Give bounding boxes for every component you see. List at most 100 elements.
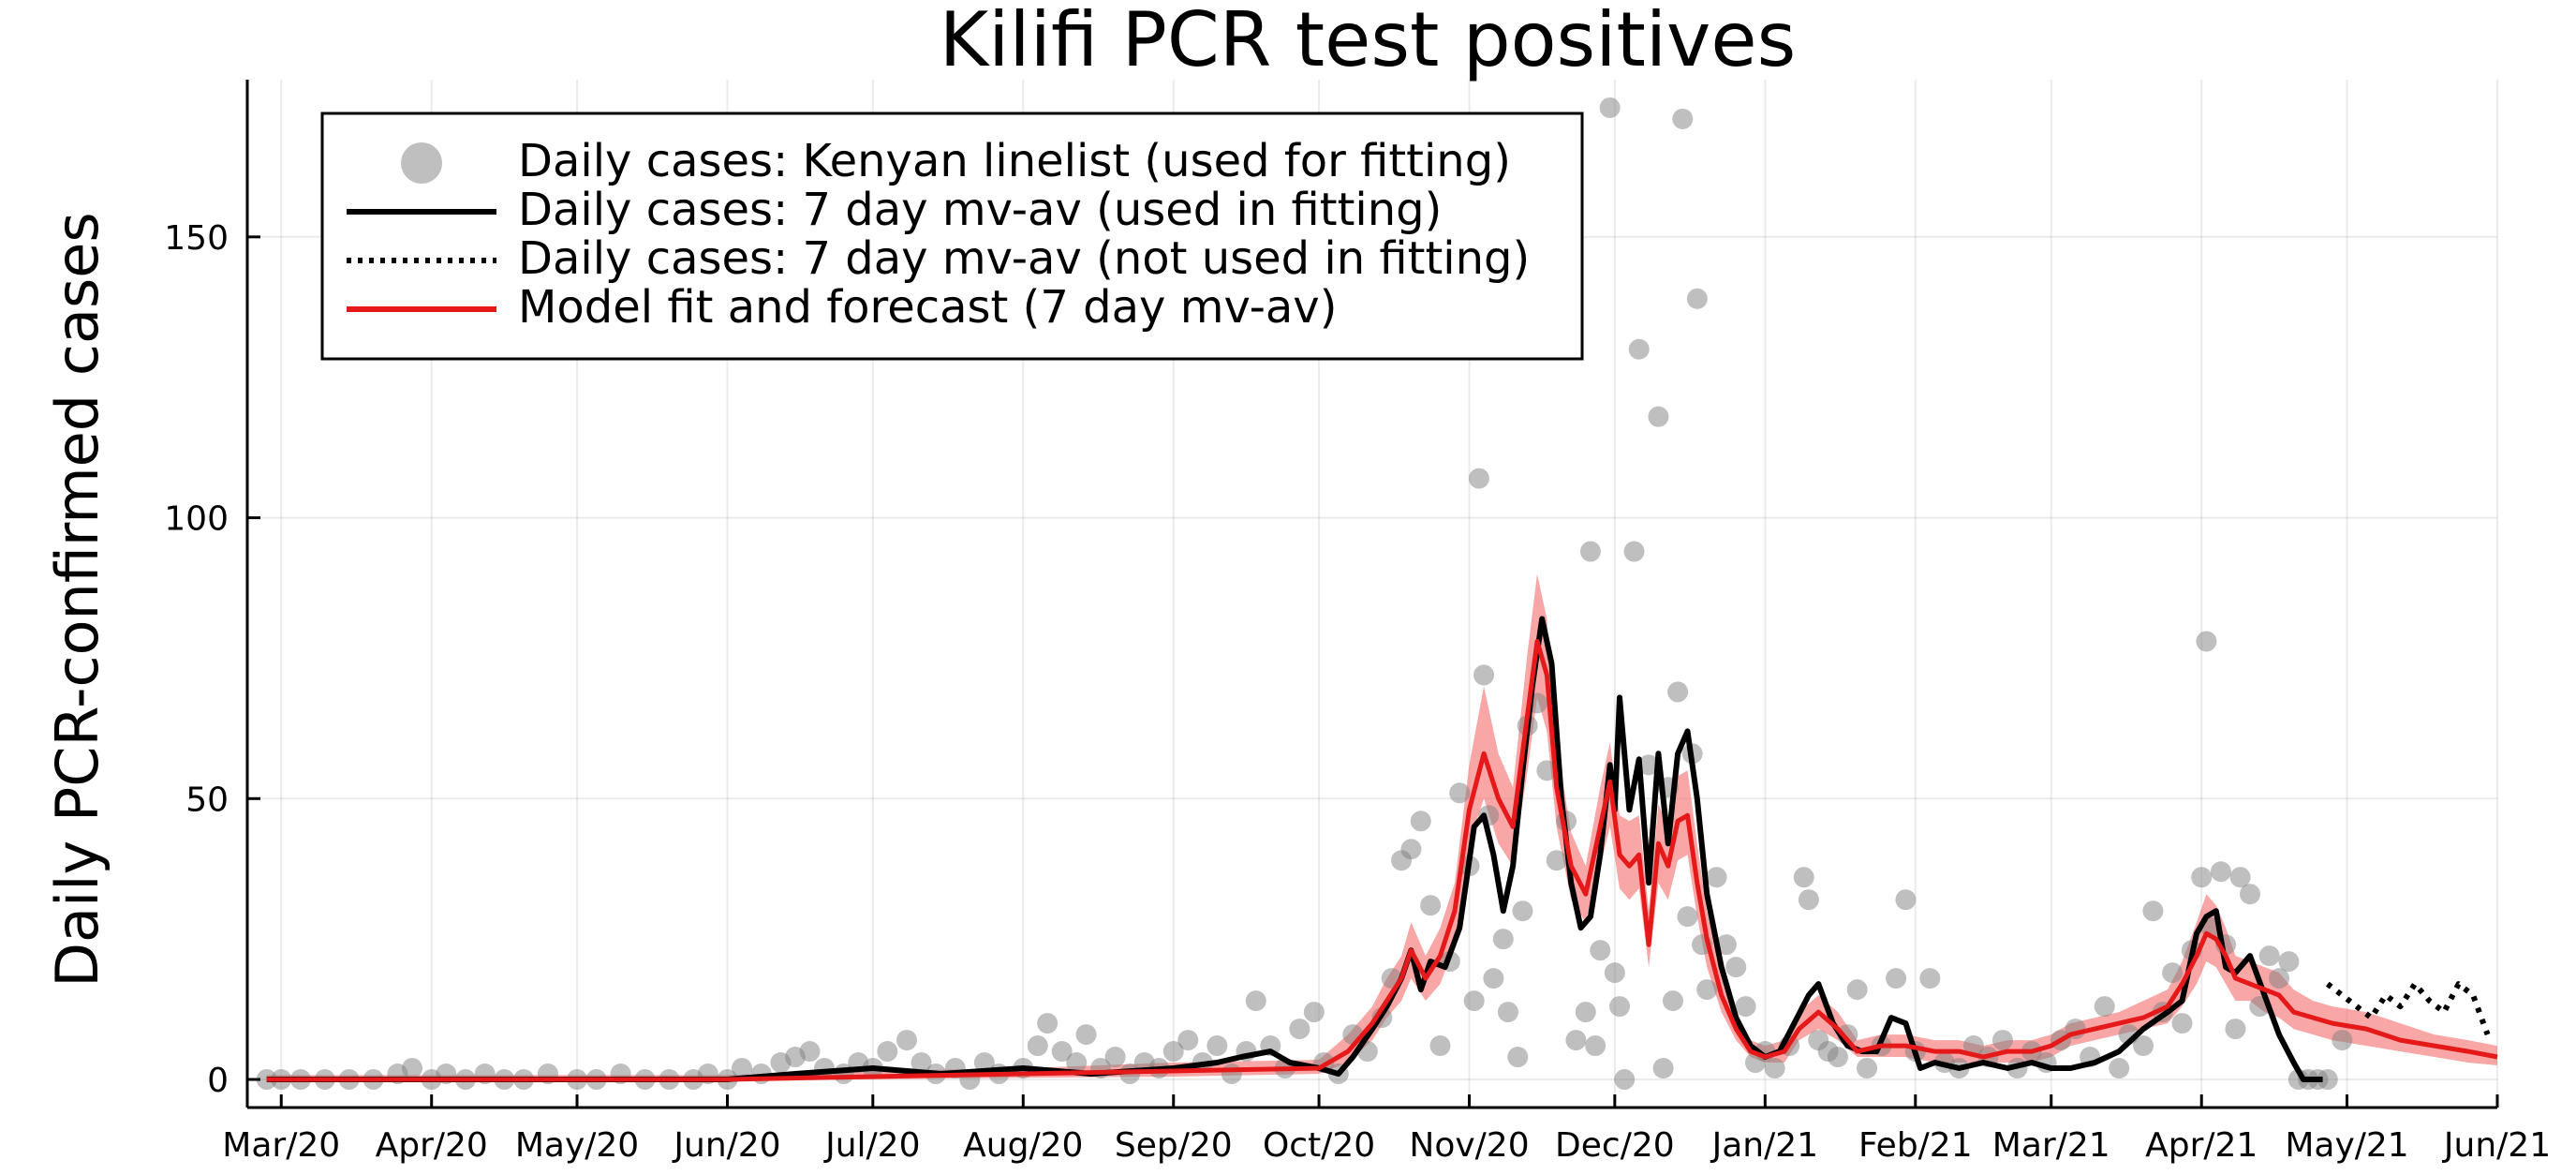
scatter-point <box>1672 108 1694 129</box>
scatter-point <box>1429 1035 1451 1057</box>
scatter-point <box>1696 979 1718 1001</box>
scatter-point <box>2109 1058 2130 1079</box>
legend-box <box>320 112 1584 361</box>
scatter-point <box>2269 968 2290 989</box>
scatter-point <box>1677 906 1698 928</box>
scatter-point <box>910 1052 932 1074</box>
x-tick-label: Mar/20 <box>222 1126 340 1165</box>
legend-marker-scatter <box>401 142 442 184</box>
legend-label-scatter: Daily cases: Kenyan linelist (used for f… <box>518 135 1511 187</box>
scatter-point <box>1648 406 1669 427</box>
x-tick-label: Jun/20 <box>672 1126 780 1165</box>
scatter-point <box>1075 1024 1097 1046</box>
scatter-point <box>1449 782 1471 804</box>
scatter-point <box>1857 1058 1878 1079</box>
scatter-point <box>1725 957 1747 978</box>
scatter-point <box>1207 1035 1228 1057</box>
scatter-point <box>1051 1041 1073 1063</box>
y-tick-label: 0 <box>207 1062 229 1100</box>
scatter-point <box>1652 1058 1674 1079</box>
scatter-point <box>2229 867 2251 888</box>
scatter-point <box>1507 1047 1529 1068</box>
scatter-point <box>1027 1035 1048 1057</box>
scatter-point <box>1400 839 1422 860</box>
scatter-point <box>1919 968 1941 989</box>
scatter-point <box>1037 1013 1059 1034</box>
scatter-point <box>2142 900 2164 922</box>
scatter-point <box>799 1041 821 1063</box>
scatter-point <box>1575 1002 1596 1023</box>
scatter-point <box>1991 1030 2013 1051</box>
x-tick-label: Apr/20 <box>376 1126 488 1165</box>
scatter-point <box>1793 867 1814 888</box>
scatter-point <box>2225 1019 2246 1040</box>
x-tick-label: Dec/20 <box>1555 1126 1675 1165</box>
scatter-point <box>1798 889 1819 911</box>
scatter-point <box>1638 754 1660 776</box>
y-axis-label: Daily PCR-confirmed cases <box>43 212 111 987</box>
scatter-point <box>1289 1019 1310 1040</box>
scatter-point <box>1497 1002 1518 1023</box>
scatter-point <box>1846 979 1868 1001</box>
y-tick-label: 150 <box>164 219 229 258</box>
scatter-point <box>1410 811 1431 832</box>
line-model-fit <box>266 639 2498 1082</box>
scatter-point <box>2258 945 2280 967</box>
line-series <box>266 616 2498 1082</box>
line-mvav-used <box>266 616 2323 1082</box>
x-tick-label: May/20 <box>515 1126 639 1165</box>
scatter-point <box>1463 990 1485 1012</box>
scatter-point <box>1162 1041 1184 1063</box>
x-tick-label: Feb/21 <box>1858 1126 1973 1165</box>
scatter-point <box>1667 681 1689 703</box>
scatter-point <box>1962 1035 1984 1057</box>
x-tick-label: Nov/20 <box>1409 1126 1529 1165</box>
legend-label-model: Model fit and forecast (7 day mv-av) <box>518 281 1337 334</box>
scatter-point <box>1609 996 1631 1018</box>
scatter-point <box>1599 97 1621 118</box>
scatter-point <box>1662 990 1683 1012</box>
scatter-point <box>1604 962 1625 984</box>
scatter-point <box>1706 867 1727 888</box>
scatter-point <box>1895 889 1917 911</box>
scatter-point <box>1536 760 1558 781</box>
scatter-point <box>1585 1035 1606 1057</box>
scatter-point <box>2239 884 2260 905</box>
scatter-point <box>1628 338 1650 360</box>
legend-label-line-used: Daily cases: 7 day mv-av (used in fittin… <box>518 184 1442 236</box>
scatter-point <box>1492 929 1514 950</box>
scatter-point <box>1886 968 1907 989</box>
x-tick-label: Jun/21 <box>2442 1126 2551 1165</box>
chart-title: Kilifi PCR test positives <box>940 0 1797 83</box>
scatter-point <box>732 1058 753 1079</box>
scatter-point <box>1221 1063 1242 1085</box>
legend: Daily cases: Kenyan linelist (used for f… <box>320 112 1584 361</box>
x-tick-label: Sep/20 <box>1115 1126 1233 1165</box>
legend-label-line-unused: Daily cases: 7 day mv-av (not used in fi… <box>518 232 1530 285</box>
scatter-point <box>1512 900 1533 922</box>
scatter-point <box>2094 996 2115 1018</box>
scatter-point <box>1104 1047 1126 1068</box>
scatter-point <box>2196 631 2217 652</box>
scatter-point <box>1177 1030 1199 1051</box>
scatter-point <box>1066 1052 1088 1074</box>
scatter-point <box>896 1030 918 1051</box>
scatter-point <box>877 1041 898 1063</box>
x-tick-label: Jan/21 <box>1710 1126 1818 1165</box>
scatter-point <box>1483 968 1504 989</box>
scatter-point <box>1245 990 1266 1012</box>
scatter-point <box>1623 541 1645 562</box>
x-tick-label: Aug/20 <box>963 1126 1083 1165</box>
scatter-point <box>1827 1047 1848 1068</box>
scatter-point <box>1303 1002 1325 1023</box>
scatter-point <box>1614 1069 1636 1091</box>
scatter-point <box>1764 1058 1785 1079</box>
scatter-point <box>1468 468 1489 489</box>
scatter-point <box>1590 940 1611 961</box>
scatter-point <box>2317 1069 2338 1091</box>
scatter-point <box>1565 1030 1587 1051</box>
scatter-point <box>2332 1030 2353 1051</box>
scatter-point <box>402 1058 423 1079</box>
